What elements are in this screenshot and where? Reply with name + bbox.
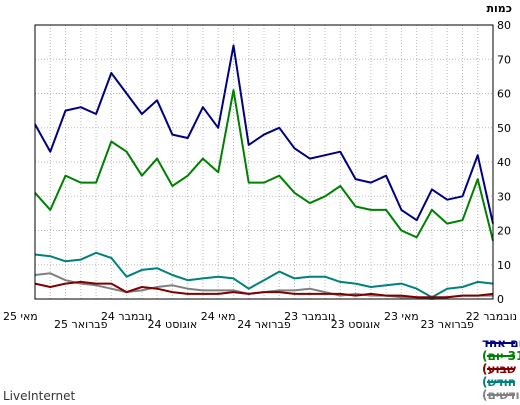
legend-label: חדשים (או לא היו במשך 31 יום) (482, 349, 520, 363)
grid (34, 24, 494, 300)
series-line (34, 89, 494, 242)
series-lines (34, 44, 494, 300)
x-tick-label: מאי 24 (201, 310, 236, 323)
y-tick-label: 80 (497, 19, 511, 32)
x-tick-label: אוגוסט 24 (148, 318, 198, 331)
x-tick-label: נובמבר 24 (101, 310, 152, 323)
y-tick-label: 10 (497, 259, 511, 272)
y-tick-label: 40 (497, 156, 511, 169)
x-tick-label: פברואר 25 (54, 318, 108, 331)
y-axis-ticks: 0 10 20 30 40 50 60 70 80 (497, 19, 511, 306)
legend-label: מתמידים (נמצאים כל יום במשך שבוע) (482, 362, 520, 376)
x-tick-label: מאי 25 (3, 310, 38, 323)
brand-logo-text: LiveInternet (3, 389, 75, 403)
y-tick-label: 60 (497, 88, 511, 101)
plot-frame (34, 24, 494, 300)
y-axis-label: כמות (487, 2, 512, 15)
legend-label: מבקרים על יום אחד (482, 336, 520, 350)
x-tick-label: מאי 23 (384, 310, 419, 323)
x-tick-label: אוגוסט 23 (331, 318, 381, 331)
x-tick-label: פברואר 24 (237, 318, 291, 331)
y-tick-label: 50 (497, 122, 511, 135)
y-tick-label: 20 (497, 225, 511, 238)
x-tick-label: נובמבר 22 (466, 310, 517, 323)
legend-label: גרעין (נמצאים על שביע במשך חודש) (482, 375, 520, 389)
y-tick-label: 30 (497, 190, 511, 203)
series-line (34, 251, 494, 299)
legend-label: תדירים (נמצאים כל שבוע במשך 3 חודשים) (482, 388, 520, 402)
series-line (34, 280, 494, 299)
y-tick-label: 0 (497, 293, 504, 306)
x-tick-label: פברואר 23 (420, 318, 474, 331)
series-line (34, 44, 494, 224)
legend: מבקרים על יום אחדחדשים (או לא היו במשך 3… (482, 336, 520, 402)
x-tick-label: נובמבר 23 (284, 310, 335, 323)
y-tick-label: 70 (497, 53, 511, 66)
